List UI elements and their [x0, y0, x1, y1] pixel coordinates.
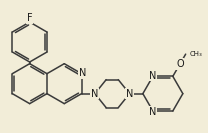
Text: N: N: [79, 68, 86, 78]
Text: N: N: [149, 71, 156, 81]
Text: N: N: [126, 89, 134, 99]
Text: N: N: [91, 89, 98, 99]
Text: F: F: [27, 13, 32, 23]
Text: N: N: [149, 107, 156, 117]
Text: O: O: [176, 59, 184, 69]
Text: CH₃: CH₃: [190, 51, 202, 57]
